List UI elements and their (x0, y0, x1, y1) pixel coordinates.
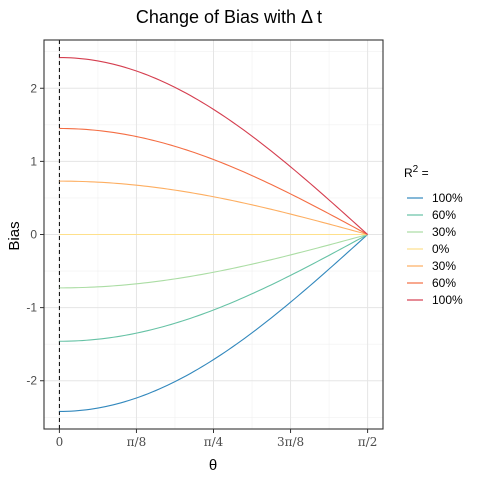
x-tick-label: π/4 (204, 435, 224, 449)
legend-title: R2 = (404, 164, 429, 181)
x-tick-label: π/8 (127, 435, 147, 449)
x-tick-label: π/2 (358, 435, 378, 449)
legend-label-3: 30% (432, 225, 456, 239)
legend-label-2: 60% (432, 208, 456, 222)
x-tick-label: 3π/8 (277, 435, 304, 449)
y-tick-label: 1 (30, 154, 37, 168)
legend-title-main: R (404, 166, 413, 180)
legend-label-6: 60% (432, 276, 456, 290)
y-axis-label: Bias (6, 221, 23, 250)
legend-items: 100% 60% 30% 0% 30% 60% 100% (407, 191, 463, 307)
y-tick-label: 0 (30, 228, 37, 242)
legend-title-suffix: = (418, 166, 428, 180)
legend: R2 = 100% 60% 30% 0% 30% 60% 100% (404, 164, 463, 308)
legend-label-7: 100% (432, 293, 463, 307)
legend-label-5: 30% (432, 259, 456, 273)
x-axis-label: θ (209, 457, 217, 474)
y-tick-label: -1 (26, 301, 37, 315)
legend-label-1: 100% (432, 191, 463, 205)
x-tick-label: 0 (56, 435, 64, 449)
legend-label-4: 0% (432, 242, 450, 256)
y-tick-label: 2 (30, 81, 37, 95)
chart-title: Change of Bias with Δ t (136, 7, 322, 27)
y-tick-label: -2 (26, 374, 37, 388)
